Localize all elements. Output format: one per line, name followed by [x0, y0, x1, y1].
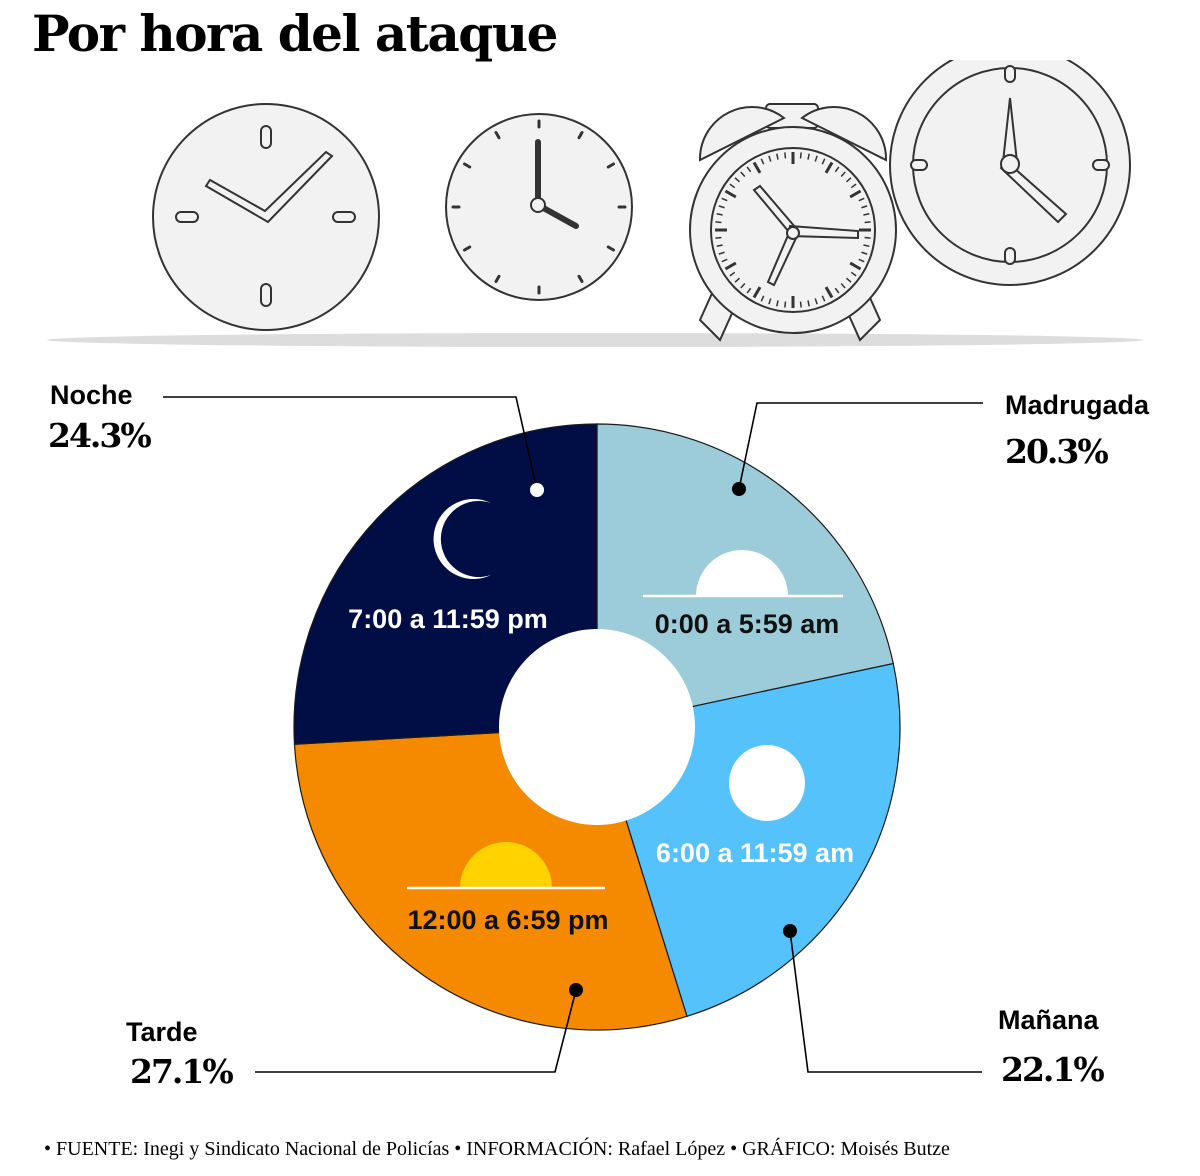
leader-dot — [569, 983, 583, 997]
label-tarde: Tarde — [126, 1017, 198, 1047]
time-range-label: 12:00 a 6:59 pm — [407, 905, 608, 935]
wall-clock-icon — [889, 60, 1131, 286]
leader-dot — [783, 924, 797, 938]
value-noche: 24.3% — [48, 416, 152, 455]
leader-line — [163, 396, 538, 491]
leader-line — [789, 930, 982, 1073]
time-range-label: 7:00 a 11:59 pm — [348, 604, 548, 634]
leader-line — [255, 989, 577, 1073]
page-title: Por hora del ataque — [32, 4, 558, 63]
value-tarde: 27.1% — [130, 1052, 234, 1091]
label-madrugada: Madrugada — [1005, 390, 1150, 420]
shelf-shadow — [47, 333, 1143, 347]
sunset-icon — [407, 842, 605, 890]
slice-noche — [293, 423, 598, 745]
clocks-illustration — [47, 60, 1143, 347]
value-madrugada: 20.3% — [1005, 432, 1109, 471]
source-credits: • FUENTE: Inegi y Sindicato Nacional de … — [44, 1138, 950, 1160]
label-noche: Noche — [50, 380, 133, 410]
alarm-clock-icon — [689, 103, 897, 342]
leader-dot — [732, 482, 746, 496]
sun-icon — [729, 745, 805, 821]
time-range-label: 6:00 a 11:59 am — [656, 838, 854, 868]
leader-dot — [530, 483, 544, 497]
analog-clock-icon — [445, 113, 633, 301]
analog-clock-icon — [152, 103, 380, 331]
time-range-label: 0:00 a 5:59 am — [655, 609, 840, 639]
value-manana: 22.1% — [1001, 1050, 1105, 1089]
sunrise-icon — [643, 550, 843, 598]
label-manana: Mañana — [998, 1005, 1099, 1035]
donut-hole — [499, 629, 695, 825]
leader-line — [738, 402, 983, 490]
